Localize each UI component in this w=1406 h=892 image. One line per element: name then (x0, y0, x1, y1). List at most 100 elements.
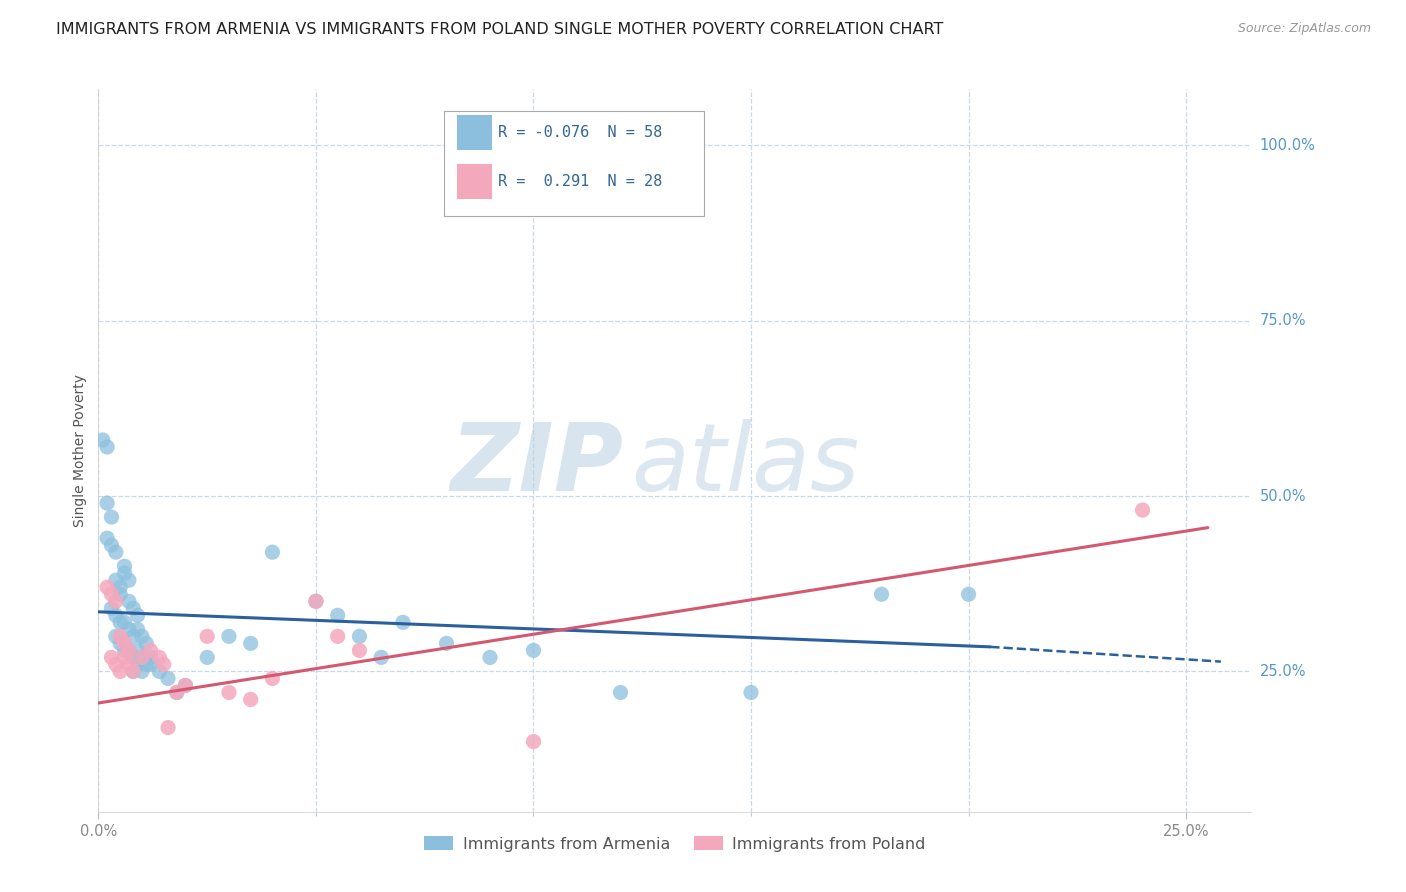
Text: R =  0.291  N = 28: R = 0.291 N = 28 (499, 174, 662, 189)
Point (166, 685, 188, 699)
Point (96, 580, 118, 594)
Point (131, 650, 153, 665)
FancyBboxPatch shape (457, 115, 492, 150)
Point (174, 678, 197, 692)
Point (122, 665, 145, 679)
Point (91, 433, 114, 447)
Point (370, 650, 392, 665)
Text: 50.0%: 50.0% (1260, 489, 1306, 504)
FancyBboxPatch shape (444, 111, 704, 216)
Point (118, 643, 141, 657)
Point (100, 510, 122, 524)
Point (1132, 503, 1154, 517)
Point (131, 629, 153, 643)
Point (349, 629, 371, 643)
Text: ZIP: ZIP (450, 419, 623, 511)
Point (118, 657, 141, 672)
Point (100, 587, 122, 601)
Point (100, 538, 122, 552)
Point (96, 531, 118, 545)
Point (326, 629, 349, 643)
Point (118, 594, 141, 608)
Point (104, 629, 127, 643)
Point (118, 623, 141, 637)
Point (139, 657, 162, 672)
Text: 75.0%: 75.0% (1260, 313, 1306, 328)
Point (609, 685, 631, 699)
Point (108, 636, 131, 650)
Point (135, 636, 157, 650)
Point (96, 440, 118, 454)
Text: R = -0.076  N = 58: R = -0.076 N = 58 (499, 125, 662, 140)
Point (148, 665, 170, 679)
Point (114, 566, 136, 581)
Point (139, 643, 162, 657)
Point (108, 629, 131, 643)
Point (118, 643, 141, 657)
Point (239, 692, 262, 706)
Point (305, 594, 328, 608)
Text: IMMIGRANTS FROM ARMENIA VS IMMIGRANTS FROM POLAND SINGLE MOTHER POVERTY CORRELAT: IMMIGRANTS FROM ARMENIA VS IMMIGRANTS FR… (56, 22, 943, 37)
Point (262, 545, 284, 559)
Point (157, 672, 180, 686)
Point (104, 608, 127, 623)
Point (195, 650, 218, 665)
Point (114, 559, 136, 574)
Point (114, 636, 136, 650)
Point (139, 650, 162, 665)
Point (239, 636, 262, 650)
Point (122, 629, 145, 643)
Point (326, 608, 349, 623)
Point (104, 545, 127, 559)
Point (166, 685, 188, 699)
Point (148, 650, 170, 665)
Point (96, 496, 118, 510)
Point (104, 657, 127, 672)
Point (157, 721, 180, 735)
Point (127, 623, 149, 637)
Point (135, 657, 157, 672)
Point (740, 685, 762, 699)
Point (305, 594, 328, 608)
Point (104, 594, 127, 608)
Y-axis label: Single Mother Poverty: Single Mother Poverty (73, 374, 87, 527)
Text: 25.0%: 25.0% (1260, 664, 1306, 679)
Point (114, 643, 136, 657)
Point (522, 734, 544, 748)
Point (122, 665, 145, 679)
Point (174, 678, 197, 692)
Point (118, 573, 141, 587)
Point (127, 657, 149, 672)
Point (108, 665, 131, 679)
Point (108, 587, 131, 601)
Point (114, 615, 136, 630)
Point (870, 587, 893, 601)
Point (131, 650, 153, 665)
Point (195, 629, 218, 643)
Point (957, 587, 980, 601)
Point (478, 650, 501, 665)
Point (114, 650, 136, 665)
Point (108, 615, 131, 630)
Point (218, 629, 240, 643)
Point (127, 608, 149, 623)
Point (122, 650, 145, 665)
Point (108, 580, 131, 594)
Point (122, 601, 145, 615)
Text: atlas: atlas (631, 419, 859, 510)
FancyBboxPatch shape (457, 164, 492, 199)
Point (131, 665, 153, 679)
Text: 100.0%: 100.0% (1260, 138, 1316, 153)
Point (392, 615, 415, 630)
Point (100, 601, 122, 615)
Text: Source: ZipAtlas.com: Source: ZipAtlas.com (1237, 22, 1371, 36)
Point (218, 685, 240, 699)
Point (104, 573, 127, 587)
Point (436, 636, 458, 650)
Point (262, 672, 284, 686)
Point (522, 643, 544, 657)
Point (349, 643, 371, 657)
Point (152, 657, 174, 672)
Point (127, 643, 149, 657)
Point (100, 650, 122, 665)
